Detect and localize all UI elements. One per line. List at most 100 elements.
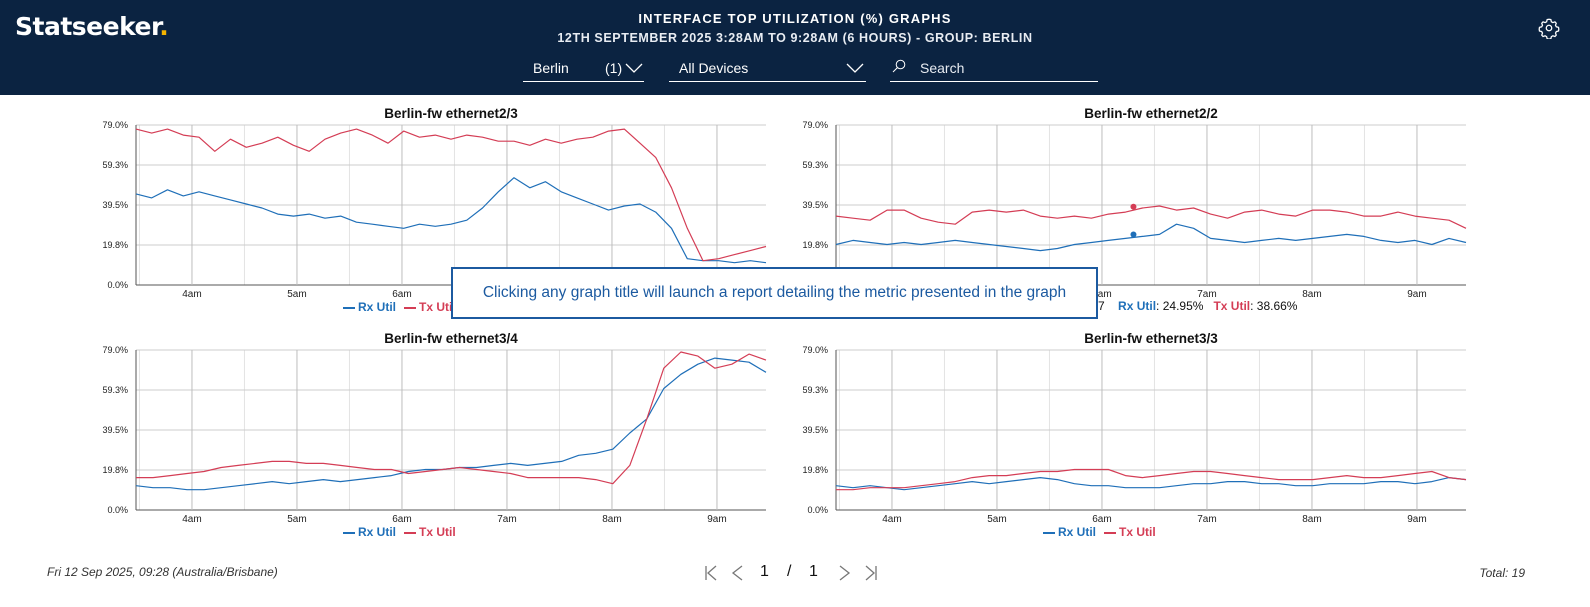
total-pages: 1 <box>809 563 818 580</box>
x-tick-label: 6am <box>392 514 411 525</box>
legend-label: Rx Util <box>1058 525 1097 539</box>
group-filter-dropdown[interactable]: Berlin (1) <box>523 56 644 82</box>
y-tick-label: 19.8% <box>102 240 128 250</box>
search-placeholder: Search <box>920 60 965 76</box>
last-page-icon[interactable] <box>864 565 878 581</box>
x-tick-label: 9am <box>1407 289 1426 300</box>
chart-legend: Rx Util Tx Util <box>1043 525 1164 539</box>
legend-item-rx[interactable]: Rx Util <box>1043 525 1096 539</box>
x-tick-label: 6am <box>1092 289 1111 300</box>
x-tick-label: 5am <box>287 514 306 525</box>
chart-plot[interactable]: 0.0% 19.8% 39.5% 59.3% 79.0% 4am 5am 6am 7am 8am 9… <box>802 345 1467 525</box>
x-tick-label: 9am <box>707 514 726 525</box>
page-separator: / <box>787 563 792 580</box>
y-tick-label: 79.0% <box>802 120 828 130</box>
tx-util-line <box>136 351 767 485</box>
group-filter-value: Berlin <box>533 60 569 76</box>
legend-swatch <box>343 306 355 309</box>
chart-title[interactable]: Berlin-fw ethernet2/2 <box>1084 106 1218 121</box>
x-tick-label: 4am <box>882 514 901 525</box>
logo-dot: . <box>159 12 169 41</box>
y-tick-label: 79.0% <box>102 120 128 130</box>
legend-item-rx[interactable]: Rx Util <box>343 525 396 539</box>
page-subtitle: 12TH SEPTEMBER 2025 3:28AM TO 9:28AM (6 … <box>557 31 1033 45</box>
x-tick-label: 8am <box>602 514 621 525</box>
chart-title[interactable]: Berlin-fw ethernet3/4 <box>384 331 518 346</box>
x-tick-label: 7am <box>497 514 516 525</box>
y-tick-label: 59.3% <box>102 160 128 170</box>
x-tick-label: 4am <box>182 514 201 525</box>
current-page[interactable]: 1 <box>760 563 769 580</box>
rx-util-line <box>835 476 1467 491</box>
x-tick-label: 4am <box>182 289 201 300</box>
legend-item-tx[interactable]: Tx Util <box>1104 525 1156 539</box>
chevron-down-icon <box>625 63 643 73</box>
y-tick-label: 59.3% <box>802 160 828 170</box>
x-tick-label: 7am <box>1197 289 1216 300</box>
y-tick-label: 79.0% <box>802 345 828 355</box>
tx-hover-point <box>1130 203 1137 210</box>
top-bar: Statseeker. INTERFACE TOP UTILIZATION (%… <box>0 0 1590 95</box>
next-page-icon[interactable] <box>838 565 852 581</box>
legend-item-tx[interactable]: Tx Util <box>404 525 456 539</box>
tooltip-rx-label: Rx Util <box>1118 299 1157 313</box>
gear-icon[interactable] <box>1538 17 1560 39</box>
search-icon <box>892 59 906 73</box>
legend-label: Rx Util <box>358 525 397 539</box>
rx-util-line <box>835 223 1467 252</box>
y-tick-label: 39.5% <box>802 425 828 435</box>
legend-swatch <box>404 306 417 309</box>
x-tick-label: 6am <box>1092 514 1111 525</box>
device-filter-value: All Devices <box>679 60 749 76</box>
chart-title[interactable]: Berlin-fw ethernet3/3 <box>1084 331 1218 346</box>
y-tick-label: 59.3% <box>802 385 828 395</box>
legend-label: Tx Util <box>419 300 456 314</box>
legend-swatch <box>1104 531 1117 534</box>
report-datetime: Fri 12 Sep 2025, 09:28 (Australia/Brisba… <box>47 565 278 579</box>
y-tick-label: 39.5% <box>802 200 828 210</box>
tx-util-line <box>135 128 767 262</box>
page-title: INTERFACE TOP UTILIZATION (%) GRAPHS <box>638 11 952 26</box>
statseeker-logo[interactable]: Statseeker. <box>15 12 169 41</box>
chart-plot[interactable]: 0.0%19.8%39.5%59.3%79.0%4am5am6am7am8am9… <box>802 120 1467 300</box>
legend-item-rx[interactable]: Rx Util <box>343 300 396 314</box>
search-input[interactable]: Search <box>890 56 1098 82</box>
tooltip-rx-value: : 24.95% <box>1156 299 1204 313</box>
legend-swatch <box>404 531 417 534</box>
chart-legend: Rx Util Tx Util <box>343 300 464 314</box>
tx-util-line <box>835 205 1467 229</box>
first-page-icon[interactable] <box>704 565 718 581</box>
chart-legend: Rx Util Tx Util <box>343 525 464 539</box>
tooltip-tx-value: : 38.66% <box>1250 299 1298 313</box>
x-tick-label: 6am <box>392 289 411 300</box>
total-count: Total: 19 <box>1479 566 1525 580</box>
legend-label: Rx Util <box>358 300 397 314</box>
info-banner: Clicking any graph title will launch a r… <box>451 267 1098 319</box>
y-tick-label: 79.0% <box>102 345 128 355</box>
y-tick-label: 19.8% <box>802 465 828 475</box>
device-filter-dropdown[interactable]: All Devices <box>669 56 866 82</box>
y-tick-label: 0.0% <box>807 505 828 515</box>
x-tick-label: 8am <box>1302 289 1321 300</box>
x-tick-label: 9am <box>1407 514 1426 525</box>
x-tick-label: 8am <box>1302 514 1321 525</box>
y-tick-label: 39.5% <box>102 425 128 435</box>
x-tick-label: 7am <box>1197 514 1216 525</box>
rx-hover-point <box>1130 231 1137 238</box>
rx-util-line <box>135 177 767 264</box>
previous-page-icon[interactable] <box>730 565 744 581</box>
y-tick-label: 39.5% <box>102 200 128 210</box>
y-tick-label: 59.3% <box>102 385 128 395</box>
x-tick-label: 5am <box>987 514 1006 525</box>
x-tick-label: 5am <box>287 289 306 300</box>
y-tick-label: 0.0% <box>107 280 128 290</box>
y-tick-label: 0.0% <box>107 505 128 515</box>
legend-swatch <box>1043 531 1055 534</box>
tooltip-time: 7 <box>1098 299 1105 313</box>
chart-plot[interactable]: 0.0%19.8%39.5%59.3%79.0%4am5am6am7am8am9… <box>102 120 767 300</box>
y-tick-label: 19.8% <box>802 240 828 250</box>
legend-swatch <box>343 531 355 534</box>
legend-item-tx[interactable]: Tx Util <box>404 300 456 314</box>
chart-title[interactable]: Berlin-fw ethernet2/3 <box>384 106 518 121</box>
